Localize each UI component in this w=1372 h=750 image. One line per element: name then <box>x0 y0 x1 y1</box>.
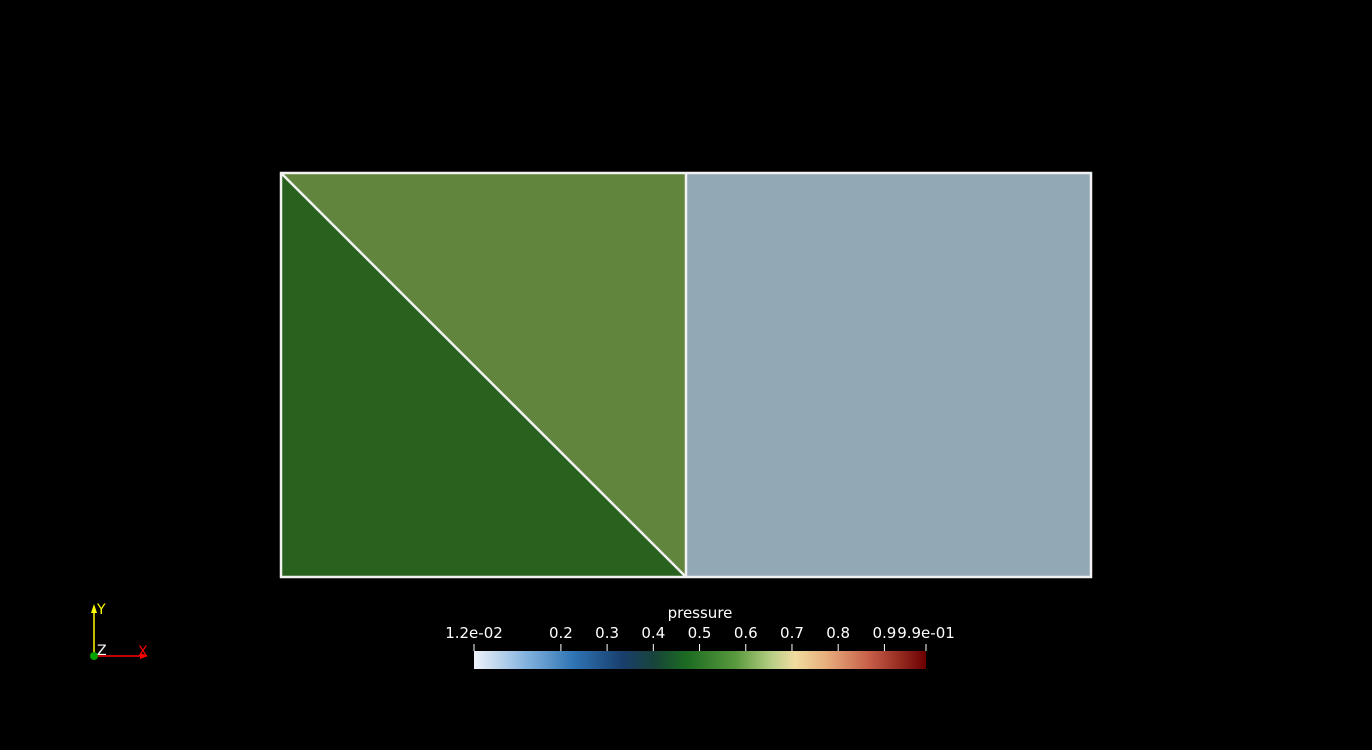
y-axis-label: Y <box>96 602 106 618</box>
colorbar-tick-label: 0.6 <box>734 624 758 642</box>
x-axis-arrowhead <box>140 653 148 659</box>
mesh-cell-right-square[interactable] <box>686 173 1091 577</box>
colorbar-title: pressure <box>668 604 733 622</box>
colorbar-gradient-bar <box>474 651 926 669</box>
colorbar-tick-label: 1.2e-02 <box>445 624 503 642</box>
z-axis-dot <box>90 652 98 660</box>
colorbar-tick-label: 0.7 <box>780 624 804 642</box>
colorbar-tick-label: 0.2 <box>549 624 573 642</box>
orientation-axes: X Y Z <box>90 602 148 660</box>
y-axis-arrowhead <box>91 604 97 613</box>
mesh[interactable] <box>279 171 1093 579</box>
colorbar-tick-label: 0.4 <box>641 624 665 642</box>
colorbar-tick-label: 0.9 <box>872 624 896 642</box>
colorbar: pressure 1.2e-02 0.2 0.3 0.4 0.5 0.6 0.7 0.8 0.9… <box>445 604 955 669</box>
colorbar-tick-label: 0.3 <box>595 624 619 642</box>
mesh-edges <box>279 171 1093 579</box>
colorbar-tick-label: 9.9e-01 <box>897 624 955 642</box>
colorbar-tick-label: 0.8 <box>826 624 850 642</box>
colorbar-ticks: 1.2e-02 0.2 0.3 0.4 0.5 0.6 0.7 0.8 0.9 9.9e-01 <box>445 624 955 651</box>
z-axis-label: Z <box>97 643 107 659</box>
x-axis-label: X <box>138 644 148 660</box>
colorbar-tick-label: 0.5 <box>688 624 712 642</box>
